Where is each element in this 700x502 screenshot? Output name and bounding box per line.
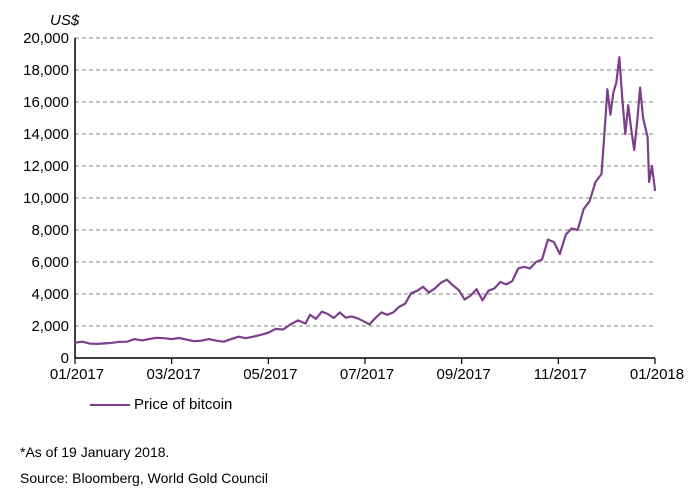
x-tick-label: 11/2017 [528, 366, 592, 383]
y-tick-label: 4,000 [31, 286, 69, 303]
y-tick-label: 12,000 [23, 158, 69, 175]
footnote-source: Source: Bloomberg, World Gold Council [20, 470, 268, 486]
x-tick-label: 03/2017 [142, 366, 206, 383]
bitcoin-price-chart: US$ Price of bitcoin *As of 19 January 2… [0, 0, 700, 502]
y-tick-label: 16,000 [23, 94, 69, 111]
y-tick-label: 18,000 [23, 62, 69, 79]
y-tick-label: 6,000 [31, 254, 69, 271]
x-tick-label: 01/2018 [625, 366, 689, 383]
y-tick-label: 20,000 [23, 30, 69, 47]
footnote-asof: *As of 19 January 2018. [20, 444, 169, 460]
y-tick-label: 14,000 [23, 126, 69, 143]
y-tick-label: 10,000 [23, 190, 69, 207]
plot-area [75, 38, 655, 358]
x-tick-label: 05/2017 [238, 366, 302, 383]
y-tick-label: 2,000 [31, 318, 69, 335]
y-tick-label: 0 [61, 350, 69, 367]
legend-swatch [90, 404, 130, 406]
x-tick-label: 07/2017 [335, 366, 399, 383]
y-axis-title: US$ [50, 12, 79, 29]
legend-label: Price of bitcoin [134, 396, 232, 413]
x-tick-label: 01/2017 [45, 366, 109, 383]
legend: Price of bitcoin [90, 396, 232, 413]
y-tick-label: 8,000 [31, 222, 69, 239]
x-tick-label: 09/2017 [432, 366, 496, 383]
